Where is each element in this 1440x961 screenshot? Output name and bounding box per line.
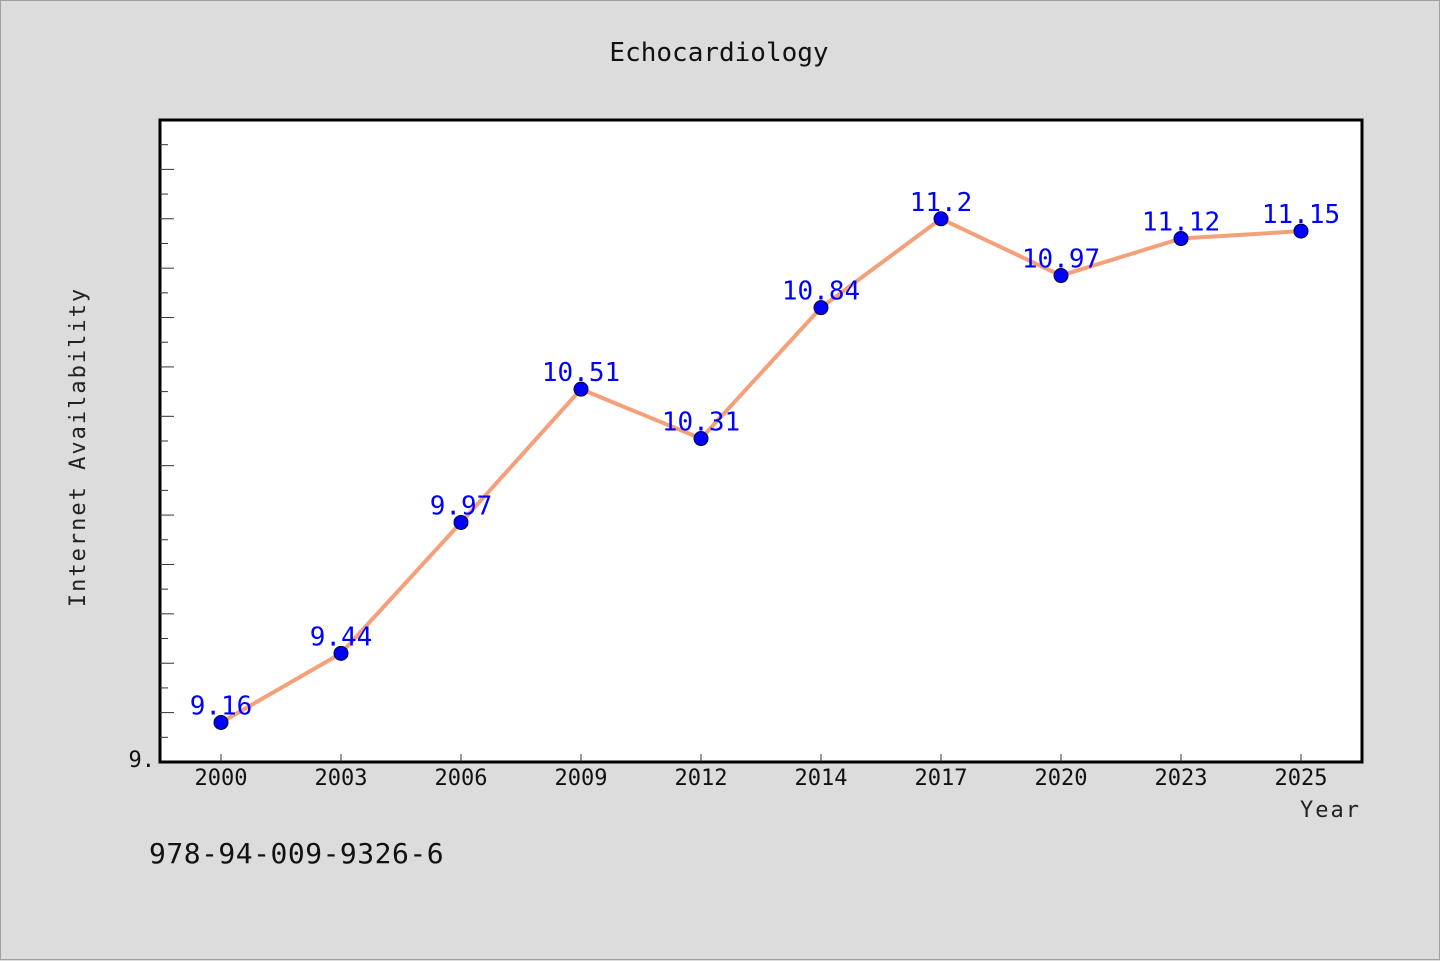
x-axis-ticks: 2000 2003 2006 2009 2012 2014 2017 2020 2023 2025 [195, 754, 1328, 791]
plot-area [158, 118, 1364, 764]
chart-title: Echocardiology [609, 38, 828, 68]
x-tick-label: 2006 [435, 766, 488, 791]
series-line [220, 216, 1302, 725]
x-tick-label: 2020 [1035, 766, 1088, 791]
data-label: 9.97 [430, 491, 493, 521]
data-label: 10.84 [782, 277, 860, 307]
data-label: 11.12 [1142, 208, 1220, 238]
isbn-text: 978-94-009-9326-6 [149, 837, 445, 870]
y-axis-ticks [160, 144, 174, 738]
data-label: 11.15 [1262, 200, 1340, 230]
y-tick-label: 9. [129, 748, 156, 773]
data-label: 10.51 [542, 358, 620, 388]
data-point [693, 431, 709, 447]
x-tick-label: 2017 [915, 766, 968, 791]
x-tick-label: 2012 [675, 766, 728, 791]
data-point [1173, 231, 1189, 247]
data-point [1293, 223, 1309, 239]
data-label: 9.44 [310, 622, 373, 652]
x-tick-label: 2003 [315, 766, 368, 791]
x-tick-label: 2025 [1275, 766, 1328, 791]
x-tick-label: 2014 [795, 766, 848, 791]
data-point [813, 300, 829, 316]
data-point [333, 645, 349, 661]
data-point [213, 714, 229, 730]
x-axis-title: Year [1300, 798, 1361, 823]
data-label: 10.97 [1022, 245, 1100, 275]
x-tick-label: 2009 [555, 766, 608, 791]
data-point [933, 211, 949, 227]
data-label: 9.16 [190, 691, 253, 721]
y-axis-title: Internet Availability [66, 287, 91, 607]
data-label: 10.31 [662, 408, 740, 438]
data-point [453, 514, 469, 530]
series-layer: 9.16 9.44 9.97 10.51 10.31 10.84 11.2 10.97 11.1… [190, 188, 1340, 730]
data-label: 11.2 [910, 188, 973, 218]
data-point [573, 381, 589, 397]
x-tick-label: 2000 [195, 766, 248, 791]
data-point [1053, 268, 1069, 284]
x-tick-label: 2023 [1155, 766, 1208, 791]
